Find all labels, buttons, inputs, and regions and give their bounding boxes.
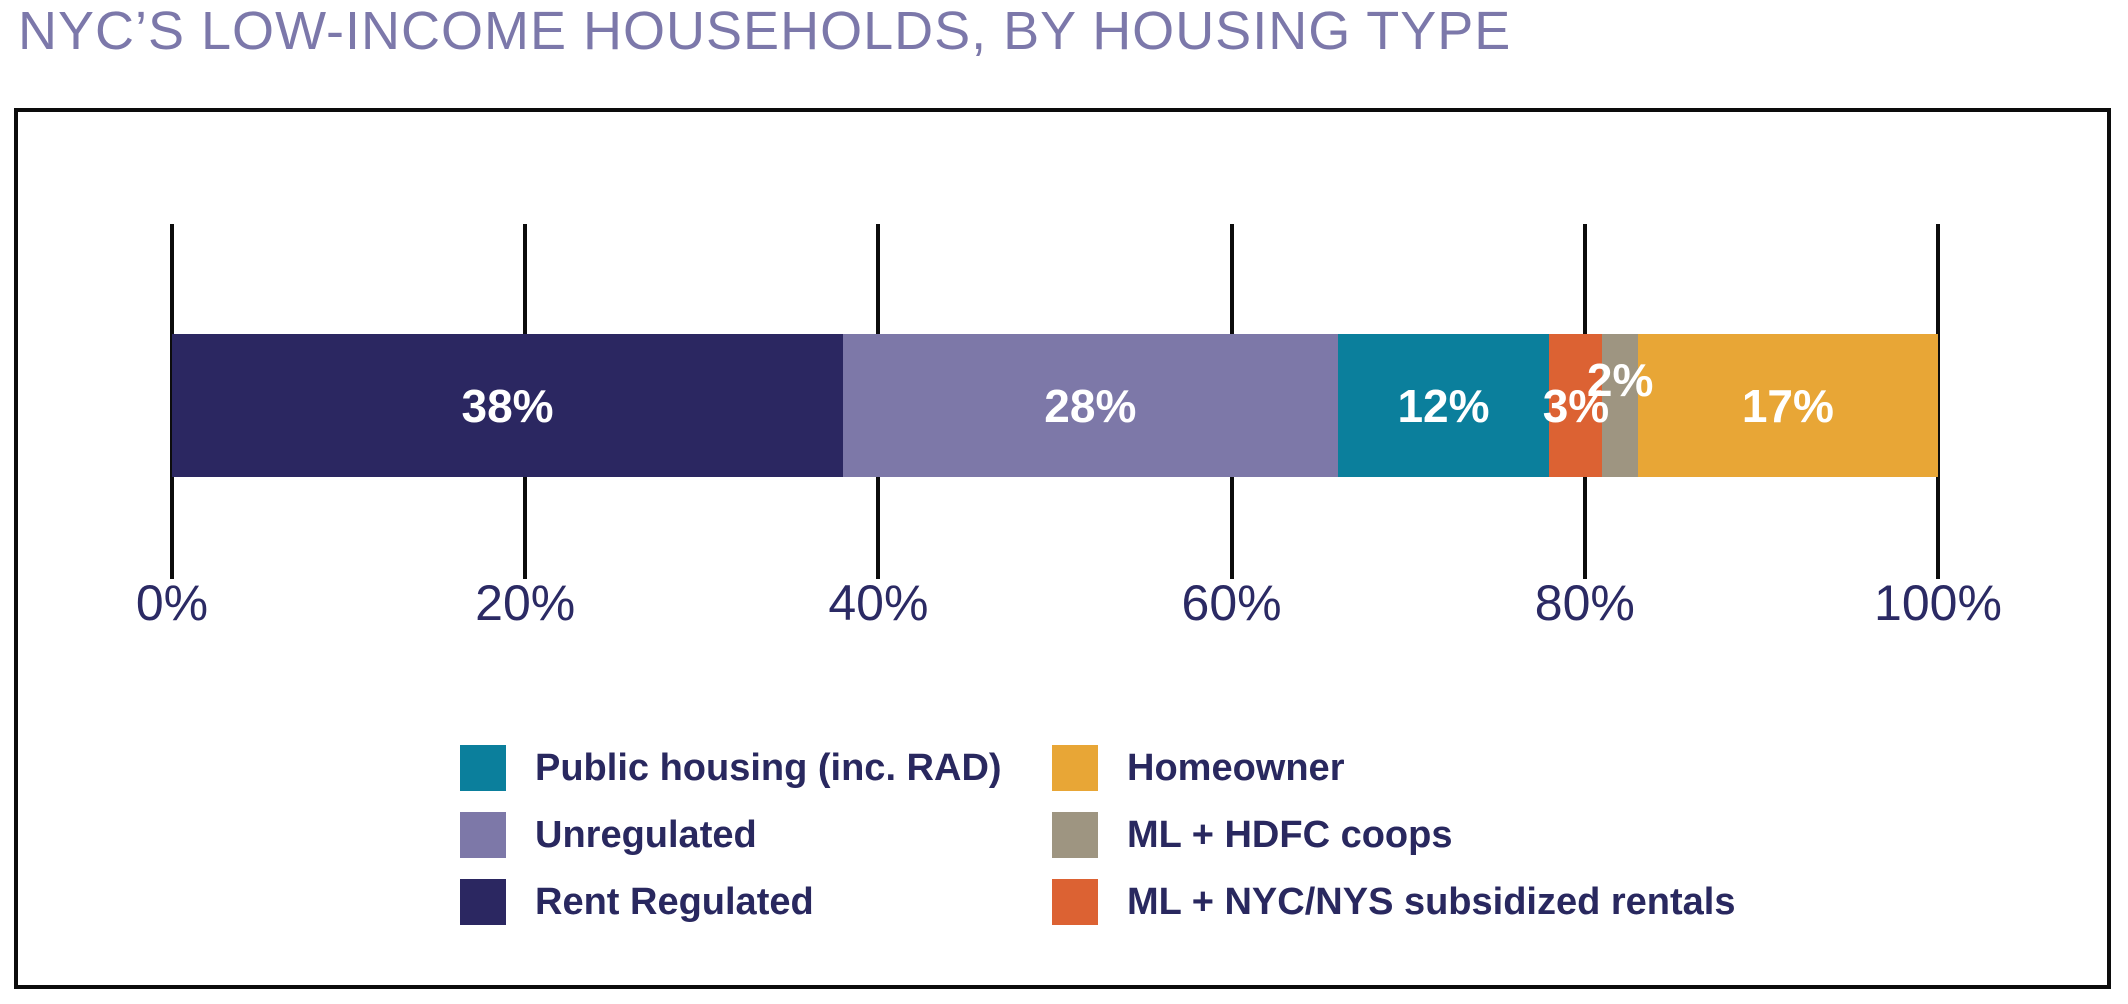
legend-swatch [1052, 812, 1098, 858]
bar-segment-label-ml-hdfc-coops: 2% [1586, 353, 1654, 406]
bar-segment-rent-regulated [172, 334, 844, 477]
axis-tick-label: 0% [135, 575, 209, 631]
chart-title: NYC’S LOW-INCOME HOUSEHOLDS, BY HOUSING … [18, 1, 1512, 61]
axis-tick-label: 80% [1534, 575, 1635, 631]
chart-frame: 38% 28% 12% 3% 2% 17% 0% 20% 40% 60% 80% 100% Publ… [14, 108, 2111, 989]
legend-swatch [1052, 745, 1098, 791]
legend-item-ml-nyc-nys-subsidized-rentals: ML + NYC/NYS subsidized rentals [1052, 879, 1736, 925]
legend-item-homeowner: Homeowner [1052, 745, 1736, 791]
legend-column: Homeowner ML + HDFC coops ML + NYC/NYS sub… [1052, 745, 1736, 946]
bar-segment-ml-hdfc-coops [1602, 334, 1638, 477]
legend-label: ML + NYC/NYS subsidized rentals [1127, 880, 1736, 923]
axis-tick-label: 100% [1874, 575, 2002, 631]
legend-item-unregulated: Unregulated [460, 812, 1002, 858]
bar-segment-ml-nyc-nys-subsidized-rentals [1549, 334, 1603, 477]
bar-segment-public-housing-inc-rad [1337, 334, 1550, 477]
legend-label: Public housing (inc. RAD) [535, 746, 1002, 789]
axis-tick-label: 60% [1181, 575, 1282, 631]
bar-segment-homeowner [1637, 334, 1938, 477]
legend-swatch [460, 745, 506, 791]
legend-label: Rent Regulated [535, 880, 814, 923]
legend-label: Homeowner [1127, 746, 1345, 789]
bar-segment-unregulated [843, 334, 1338, 477]
bar-segment-label-public-housing-inc-rad: 12% [1397, 379, 1490, 432]
stacked-bar [172, 334, 1938, 477]
legend-item-public-housing-inc-rad: Public housing (inc. RAD) [460, 745, 1002, 791]
legend-item-ml-hdfc-coops: ML + HDFC coops [1052, 812, 1736, 858]
legend-label: ML + HDFC coops [1127, 813, 1453, 856]
legend-label: Unregulated [535, 813, 757, 856]
axis-tick-label: 40% [828, 575, 929, 631]
axis-tick-label: 20% [475, 575, 576, 631]
bar-segment-label-homeowner: 17% [1741, 379, 1834, 432]
legend-item-rent-regulated: Rent Regulated [460, 879, 1002, 925]
legend-column: Public housing (inc. RAD) Unregulated Rent… [460, 745, 1002, 946]
legend-swatch [1052, 879, 1098, 925]
legend-swatch [460, 879, 506, 925]
bar-segment-label-rent-regulated: 38% [461, 379, 554, 432]
bar-segment-label-unregulated: 28% [1044, 379, 1137, 432]
legend-swatch [460, 812, 506, 858]
axis-tick [1936, 224, 1940, 579]
bar-segment-label-ml-nyc-nys-subsidized-rentals: 3% [1542, 379, 1610, 432]
